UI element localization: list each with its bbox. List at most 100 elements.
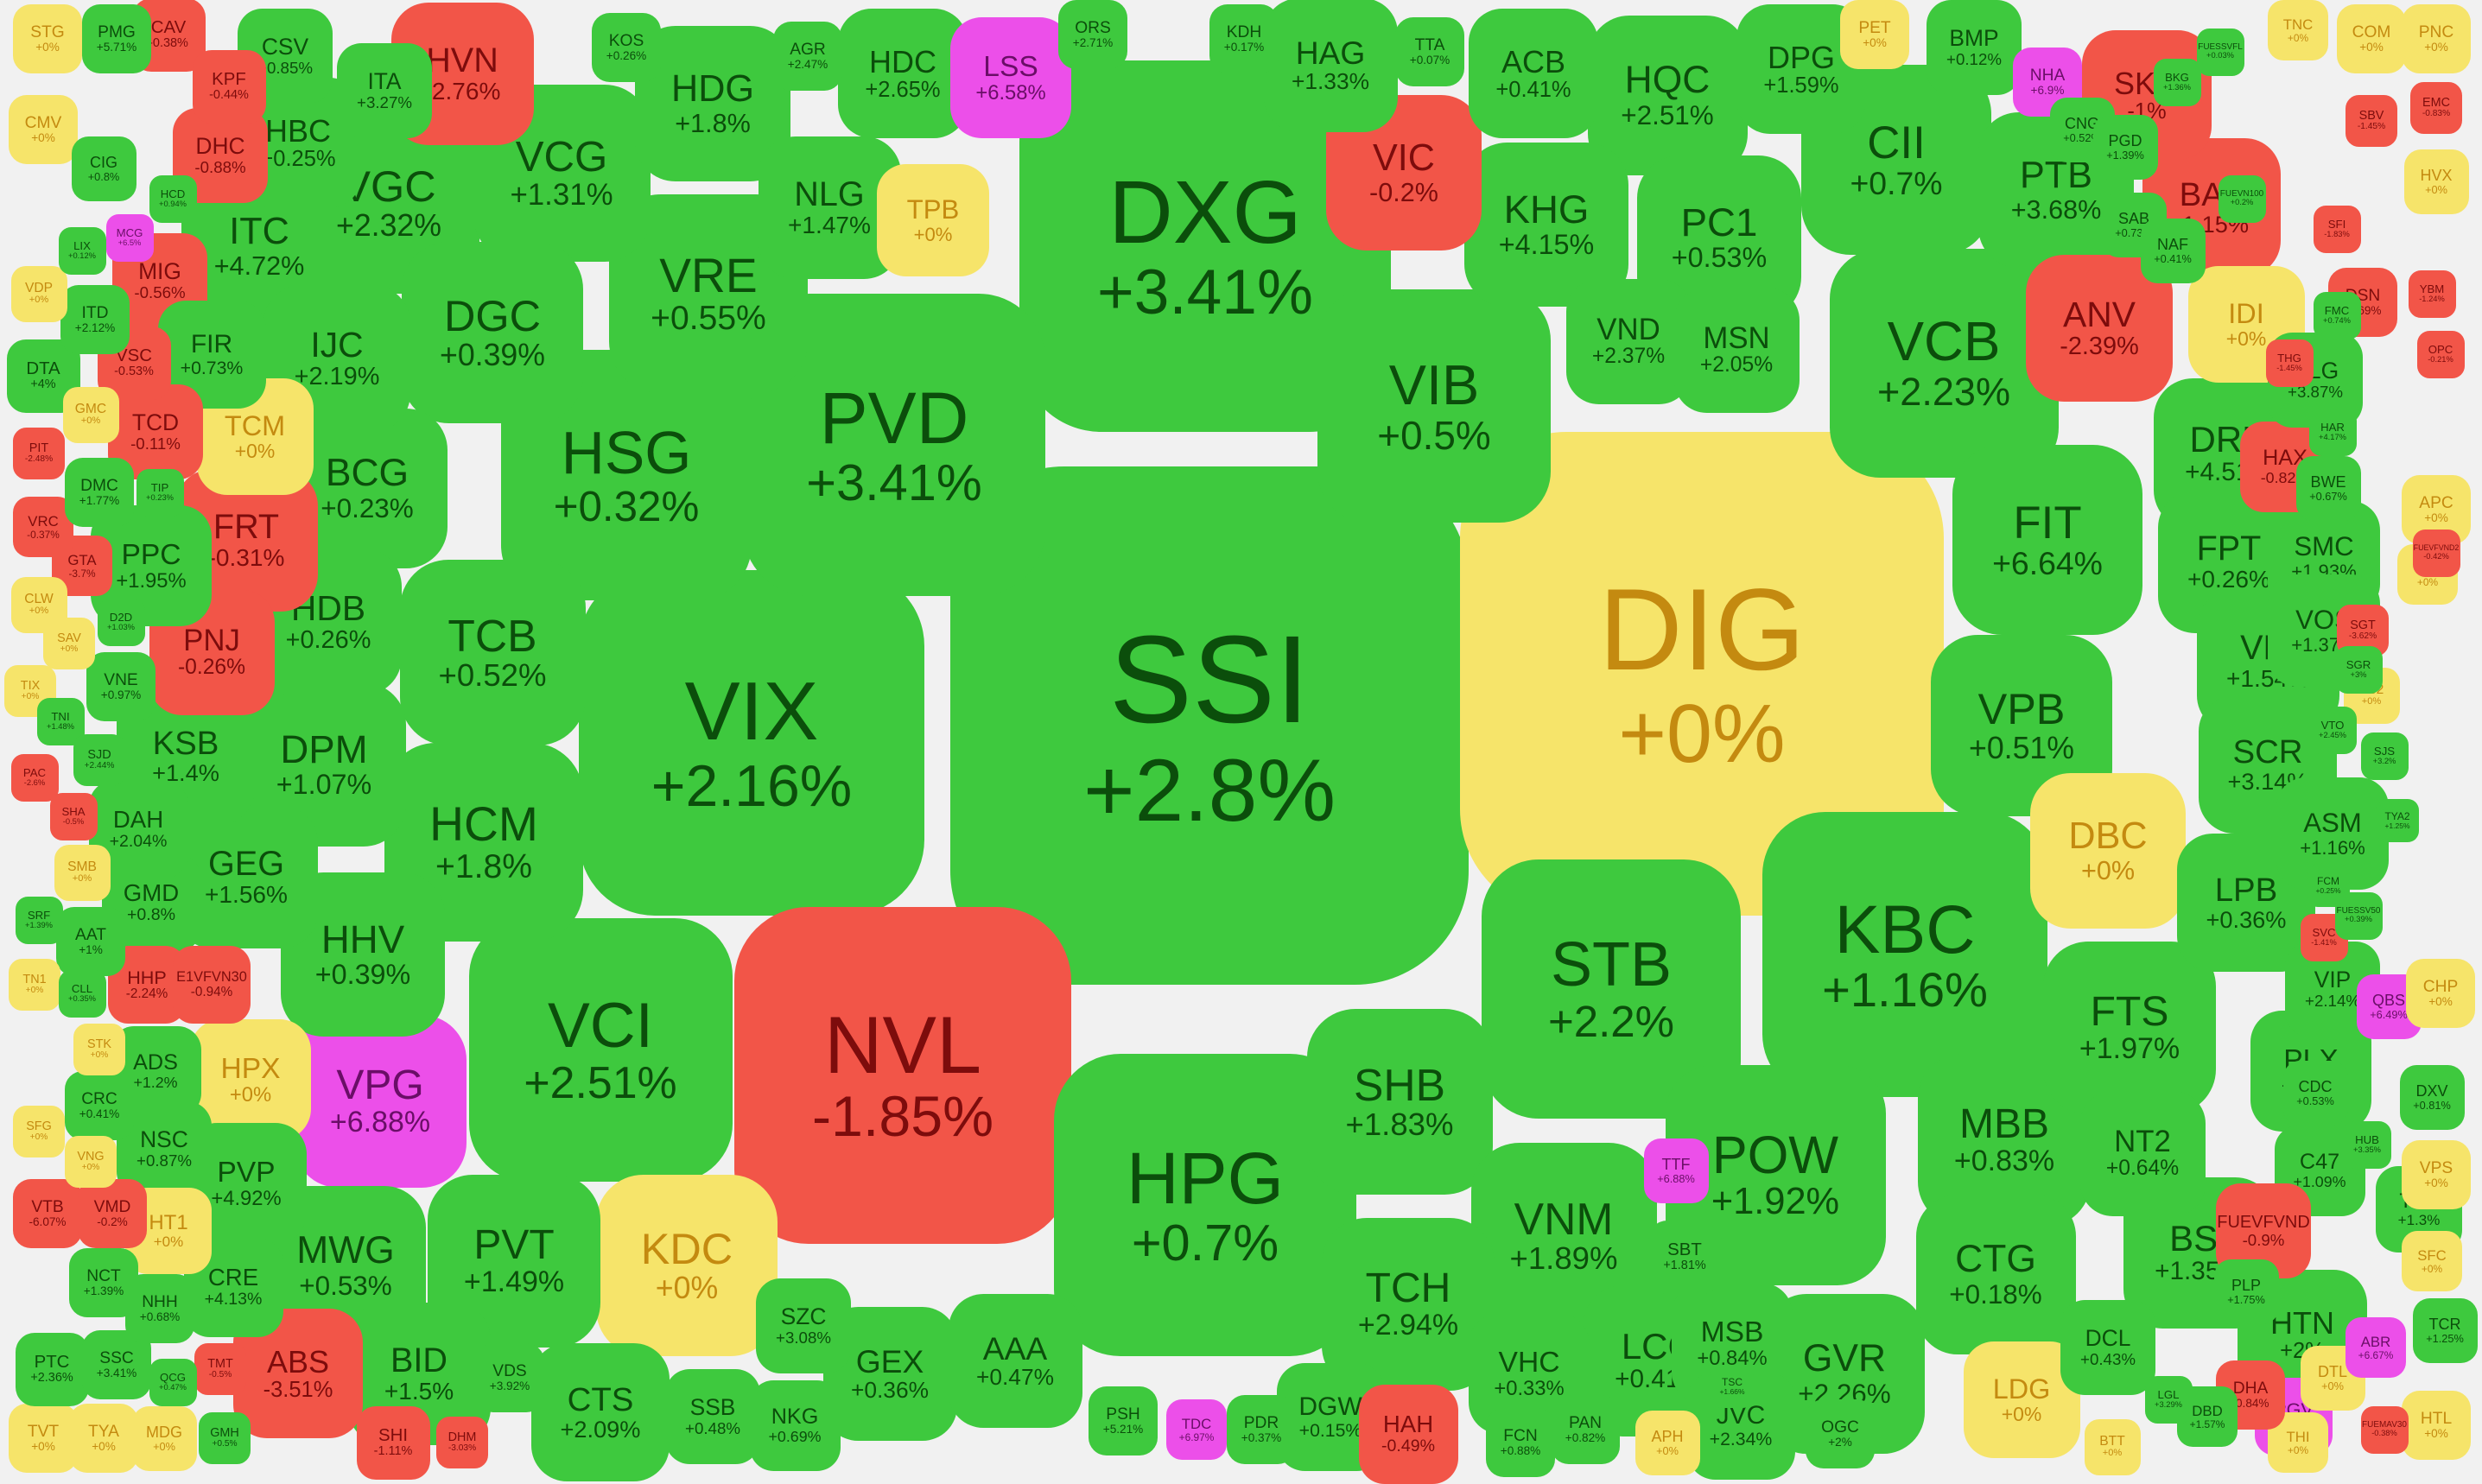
tile-bmp[interactable]: BMP +0.12%	[1927, 0, 2022, 95]
tile-sav[interactable]: SAV +0%	[43, 618, 95, 669]
tile-tdc[interactable]: TDC +6.97%	[1166, 1399, 1227, 1460]
tile-dxv[interactable]: DXV +0.81%	[2399, 1064, 2465, 1130]
tile-nhh[interactable]: NHH +0.68%	[125, 1274, 194, 1343]
tile-cll[interactable]: CLL +0.35%	[58, 969, 106, 1018]
tile-kos[interactable]: KOS +0.26%	[592, 13, 661, 82]
tile-vds[interactable]: VDS +3.92%	[475, 1343, 544, 1412]
tile-pvd[interactable]: PVD +3.41%	[743, 294, 1045, 596]
tile-tip[interactable]: TIP +0.23%	[136, 468, 184, 517]
tile-fit[interactable]: FIT +6.64%	[1952, 445, 2142, 635]
tile-qcg[interactable]: QCG +0.47%	[149, 1358, 197, 1406]
tile-vmd[interactable]: VMD -0.2%	[78, 1179, 147, 1248]
tile-fuevfvnd2[interactable]: FUEVFVND2 -0.42%	[2412, 529, 2460, 577]
tile-vps[interactable]: VPS +0%	[2402, 1140, 2471, 1209]
tile-shi[interactable]: SHI -1.11%	[356, 1405, 430, 1480]
tile-hag[interactable]: HAG +1.33%	[1263, 0, 1398, 132]
tile-cig[interactable]: CIG +0.8%	[71, 136, 136, 201]
tile-nkg[interactable]: NKG +0.69%	[749, 1379, 841, 1471]
tile-d2d[interactable]: D2D +1.03%	[97, 598, 145, 646]
tile-ldg[interactable]: LDG +0%	[1963, 1341, 2080, 1458]
tile-bwe[interactable]: BWE +0.67%	[2295, 455, 2361, 521]
tile-sbt[interactable]: SBT +1.81%	[1647, 1220, 1722, 1294]
tile-tya[interactable]: TYA +0%	[69, 1404, 138, 1473]
tile-lix[interactable]: LIX +0.12%	[58, 226, 106, 275]
tile-vrc[interactable]: VRC -0.37%	[13, 497, 73, 557]
tile-sfg[interactable]: SFG +0%	[13, 1106, 65, 1157]
tile-clw[interactable]: CLW +0%	[10, 576, 67, 633]
tile-pit[interactable]: PIT -2.48%	[13, 428, 65, 479]
tile-hvx[interactable]: HVX +0%	[2403, 149, 2469, 214]
tile-pac[interactable]: PAC -2.6%	[10, 753, 59, 802]
tile-naf[interactable]: NAF +0.41%	[2140, 218, 2206, 283]
tile-ijc[interactable]: IJC +2.19%	[263, 285, 410, 432]
tile-ttf[interactable]: TTF +6.88%	[1643, 1138, 1709, 1203]
tile-ctg[interactable]: CTG +0.18%	[1915, 1194, 2076, 1354]
tile-sgr[interactable]: SGR +3%	[2334, 645, 2383, 694]
tile-mcg[interactable]: MCG +6.5%	[105, 213, 154, 262]
tile-szc[interactable]: SZC +3.08%	[756, 1278, 851, 1373]
tile-pgd[interactable]: PGD +1.39%	[2092, 114, 2158, 180]
tile-dtl[interactable]: DTL +0%	[2300, 1345, 2365, 1411]
tile-smb[interactable]: SMB +0%	[54, 844, 111, 901]
tile-vnd[interactable]: VND +2.37%	[1565, 278, 1692, 404]
tile-tcr[interactable]: TCR +1.25%	[2412, 1297, 2478, 1363]
tile-ita[interactable]: ITA +3.27%	[337, 43, 432, 138]
tile-vib[interactable]: VIB +0.5%	[1317, 289, 1551, 523]
tile-opc[interactable]: OPC -0.21%	[2416, 330, 2465, 378]
tile-vto[interactable]: VTO +2.45%	[2308, 706, 2357, 754]
tile-kpf[interactable]: KPF -0.44%	[192, 49, 266, 124]
tile-sfc[interactable]: SFC +0%	[2402, 1231, 2462, 1291]
tile-lgl[interactable]: LGL +3.29%	[2144, 1375, 2193, 1424]
tile-ptc[interactable]: PTC +2.36%	[15, 1332, 89, 1406]
tile-lss[interactable]: LSS +6.58%	[950, 17, 1071, 138]
tile-fuevn100[interactable]: FUEVN100 +0.2%	[2218, 174, 2266, 223]
tile-sha[interactable]: SHA -0.5%	[49, 792, 98, 840]
tile-vpg[interactable]: VPG +6.88%	[294, 1015, 467, 1188]
tile-pet[interactable]: PET +0%	[1840, 0, 1909, 69]
tile-vng[interactable]: VNG +0%	[65, 1136, 117, 1188]
tile-sfi[interactable]: SFI -1.83%	[2313, 205, 2361, 253]
tile-hah[interactable]: HAH -0.49%	[1358, 1384, 1458, 1484]
tile-crc[interactable]: CRC +0.41%	[65, 1071, 134, 1140]
tile-hdc[interactable]: HDC +2.65%	[838, 9, 968, 138]
tile-htl[interactable]: HTL +0%	[2402, 1391, 2471, 1460]
tile-stg[interactable]: STG +0%	[13, 4, 82, 73]
tile-pnc[interactable]: PNC +0%	[2402, 4, 2471, 73]
tile-tix[interactable]: TIX +0%	[4, 665, 56, 717]
tile-kdc[interactable]: KDC +0%	[596, 1175, 778, 1356]
tile-e1vfvn30[interactable]: E1VFVN30 -0.94%	[173, 946, 251, 1024]
tile-tya2[interactable]: TYA2 +1.25%	[2376, 799, 2419, 842]
tile-ssb[interactable]: SSB +0.48%	[665, 1369, 760, 1464]
tile-vne[interactable]: VNE +0.97%	[86, 652, 156, 721]
tile-sjd[interactable]: SJD +2.44%	[73, 734, 125, 786]
tile-sjs[interactable]: SJS +3.2%	[2360, 732, 2409, 780]
tile-kbc[interactable]: KBC +1.16%	[1762, 812, 2047, 1097]
tile-fuessv50[interactable]: FUESSV50 +0.39%	[2334, 891, 2383, 940]
tile-dta[interactable]: DTA +4%	[6, 339, 80, 413]
tile-emc[interactable]: EMC -0.83%	[2410, 82, 2462, 134]
tile-dmc[interactable]: DMC +1.77%	[65, 458, 134, 527]
tile-nlg[interactable]: NLG +1.47%	[758, 136, 901, 279]
tile-hqc[interactable]: HQC +2.51%	[1587, 15, 1748, 175]
tile-har[interactable]: HAR +4.17%	[2308, 408, 2357, 456]
tile-com[interactable]: COM +0%	[2337, 4, 2406, 73]
tile-aat[interactable]: AAT +1%	[56, 907, 125, 976]
tile-hpg[interactable]: HPG +0.7%	[1054, 1054, 1356, 1356]
tile-gmh[interactable]: GMH +0.5%	[199, 1412, 251, 1464]
tile-aaa[interactable]: AAA +0.47%	[948, 1293, 1082, 1428]
tile-ors[interactable]: ORS +2.71%	[1058, 0, 1127, 69]
tile-chp[interactable]: CHP +0%	[2406, 959, 2475, 1028]
tile-plp[interactable]: PLP +1.75%	[2213, 1259, 2279, 1324]
tile-fuemav30[interactable]: FUEMAV30 -0.38%	[2360, 1405, 2409, 1454]
tile-psh[interactable]: PSH +5.21%	[1089, 1386, 1158, 1455]
tile-lpb[interactable]: LPB +0.36%	[2177, 834, 2315, 972]
tile-mdg[interactable]: MDG +0%	[131, 1405, 197, 1471]
tile-dbc[interactable]: DBC +0%	[2030, 773, 2186, 929]
tile-tsc[interactable]: TSC +1.66%	[1711, 1365, 1754, 1408]
tile-cts[interactable]: CTS +2.09%	[531, 1343, 670, 1481]
tile-bkg[interactable]: BKG +1.36%	[2153, 58, 2201, 106]
tile-btt[interactable]: BTT +0%	[2084, 1418, 2141, 1475]
tile-kdh[interactable]: KDH +0.17%	[1209, 4, 1279, 73]
tile-fuessvfl[interactable]: FUESSVFL +0.03%	[2196, 28, 2244, 76]
tile-vix[interactable]: VIX +2.16%	[579, 570, 924, 916]
